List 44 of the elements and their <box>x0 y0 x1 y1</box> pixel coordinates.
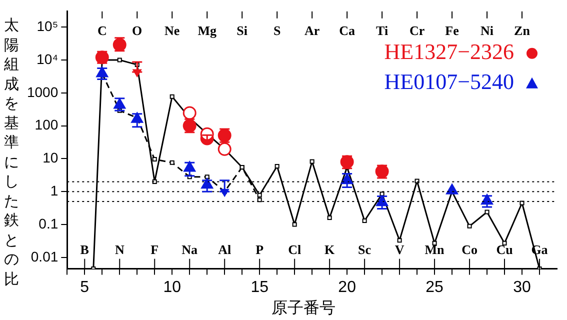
annotation: Ar <box>304 22 320 38</box>
annotation: Ne <box>164 22 180 38</box>
x-tick-label: 25 <box>426 278 444 296</box>
y-tick-label: 10 <box>42 150 58 166</box>
annotation: Sc <box>358 242 372 258</box>
annotation: Cl <box>288 242 302 258</box>
annotation: Ca <box>339 22 356 38</box>
annotation: Cu <box>496 242 513 258</box>
annotation: Mn <box>424 242 446 258</box>
annotation: Co <box>462 242 478 258</box>
y-tick-label: 10⁵ <box>36 18 58 34</box>
annotation: N <box>114 242 125 258</box>
annotation: S <box>273 22 281 38</box>
x-tick-label: 10 <box>163 278 182 296</box>
annotation: Si <box>236 22 248 38</box>
annotation: Na <box>182 242 198 258</box>
y-tick-label: 1000 <box>26 84 58 100</box>
x-tick-label: 20 <box>338 278 356 296</box>
x-tick-label: 5 <box>80 278 90 296</box>
annotation: O <box>132 22 142 38</box>
annotation: Al <box>218 242 232 258</box>
legend-label: HE1327−2326 <box>384 39 514 64</box>
x-tick-label: 15 <box>250 278 269 296</box>
y-tick-label: 10⁴ <box>36 50 58 67</box>
y-tick-label: 0.01 <box>30 248 58 264</box>
annotation: C <box>97 22 107 38</box>
annotation: F <box>150 242 159 258</box>
annotation: K <box>324 242 336 258</box>
annotation: V <box>394 242 405 258</box>
annotation: Ni <box>480 22 494 38</box>
annotation: Zn <box>514 22 531 38</box>
y-tick-label: 1 <box>50 182 58 198</box>
annotation: P <box>256 242 264 258</box>
y-tick-label: 100 <box>34 116 58 133</box>
text: 太陽組成を基準にした鉄との比 <box>4 16 19 288</box>
annotation: Cr <box>409 22 425 38</box>
annotation: Ti <box>376 22 388 38</box>
y-tick-label: 0.1 <box>38 215 58 232</box>
annotation: Mg <box>198 22 217 38</box>
legend-label: HE0107−5240 <box>384 69 514 94</box>
x-tick-label: 30 <box>513 278 532 296</box>
x-axis-title: 原子番号 <box>270 298 336 319</box>
annotation: B <box>80 242 90 258</box>
annotation: Fe <box>445 22 460 38</box>
